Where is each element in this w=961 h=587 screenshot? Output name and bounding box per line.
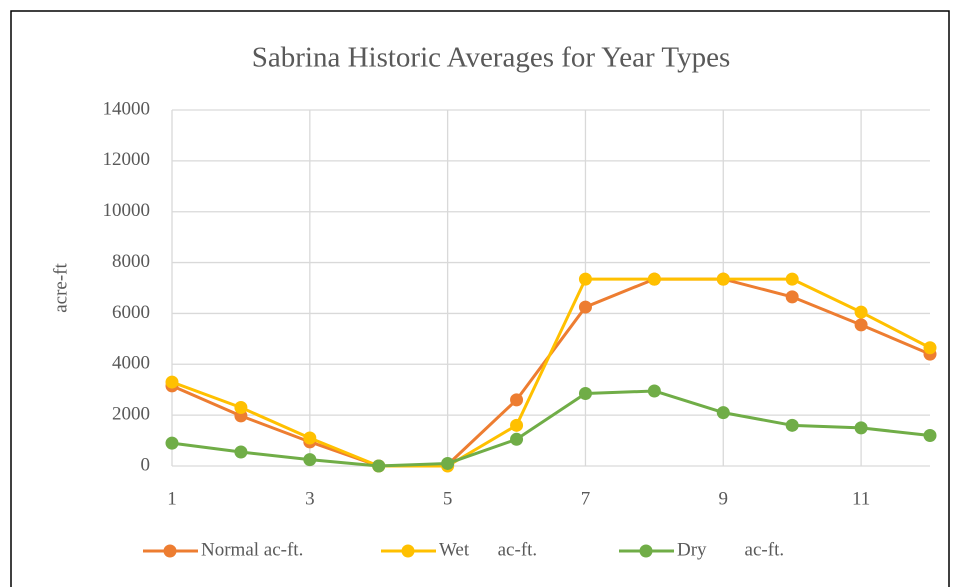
data-point — [854, 305, 868, 319]
data-point — [854, 421, 868, 435]
x-tick-label: 5 — [443, 488, 453, 509]
data-point — [234, 445, 248, 459]
data-point — [785, 418, 799, 432]
legend-label: Wet ac-ft. — [439, 539, 537, 560]
data-point — [510, 393, 524, 407]
data-point — [785, 272, 799, 286]
y-tick-label: 4000 — [112, 353, 150, 374]
data-point — [647, 272, 661, 286]
y-tick-label: 10000 — [103, 200, 151, 221]
data-point — [923, 428, 937, 442]
chart-border — [10, 10, 950, 587]
data-point — [165, 375, 179, 389]
legend-marker — [163, 544, 177, 558]
series-line — [171, 277, 931, 468]
x-tick-label: 3 — [305, 488, 315, 509]
data-point — [923, 341, 937, 355]
data-point — [441, 456, 455, 470]
y-tick-label: 8000 — [112, 251, 150, 272]
data-point — [303, 453, 317, 467]
chart-title: Sabrina Historic Averages for Year Types — [252, 42, 731, 74]
y-axis-label: acre-ft — [50, 263, 71, 313]
y-tick-label: 0 — [141, 454, 151, 475]
y-tick-label: 6000 — [112, 302, 150, 323]
legend-label: Normal ac-ft. — [201, 539, 303, 560]
y-tick-label: 2000 — [112, 404, 150, 425]
data-point — [785, 290, 799, 304]
x-tick-label: 11 — [852, 488, 870, 509]
data-point — [510, 432, 524, 446]
data-point — [578, 272, 592, 286]
data-point — [234, 401, 248, 415]
data-point — [578, 300, 592, 314]
data-point — [647, 384, 661, 398]
data-point — [578, 387, 592, 401]
data-point — [716, 406, 730, 420]
data-point — [510, 418, 524, 432]
legend-marker — [639, 544, 653, 558]
y-tick-label: 12000 — [103, 149, 151, 170]
data-point — [854, 318, 868, 332]
data-point — [303, 431, 317, 445]
series-line — [171, 389, 931, 468]
data-point — [716, 272, 730, 286]
data-point — [165, 436, 179, 450]
data-point — [372, 459, 386, 473]
x-tick-label: 1 — [167, 488, 177, 509]
legend-label: Dry ac-ft. — [677, 539, 784, 560]
y-tick-label: 14000 — [103, 98, 151, 119]
x-tick-label: 7 — [581, 488, 591, 509]
legend-marker — [401, 544, 415, 558]
x-tick-label: 9 — [719, 488, 729, 509]
